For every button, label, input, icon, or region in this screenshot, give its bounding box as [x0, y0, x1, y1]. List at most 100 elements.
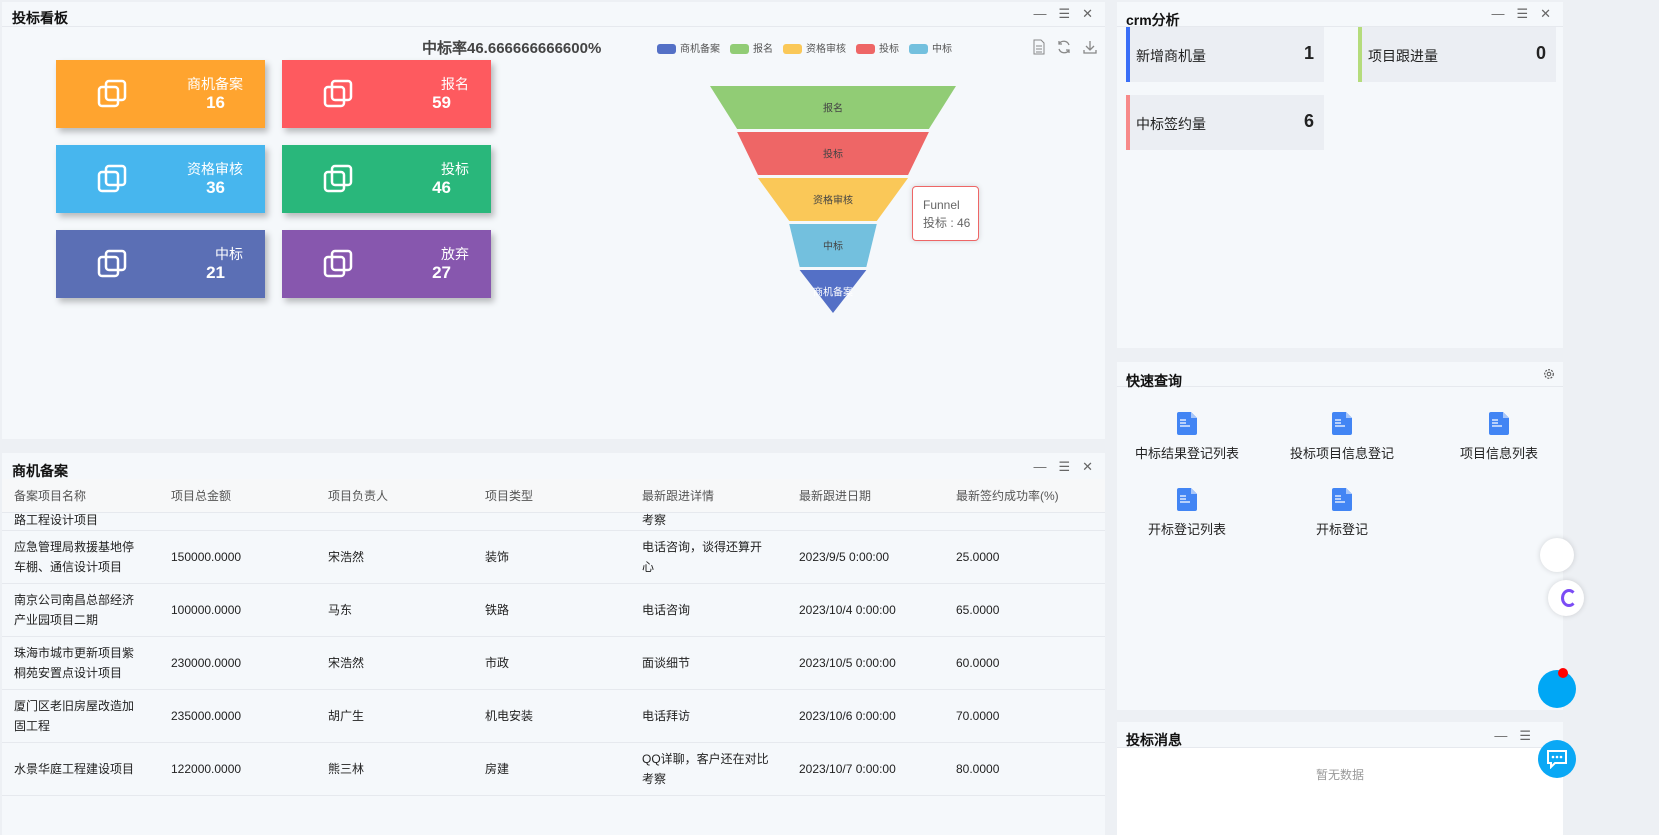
- funnel-segment[interactable]: [799, 270, 867, 313]
- stat-card[interactable]: 资格审核 36: [56, 145, 265, 213]
- tooltip-series: Funnel: [923, 198, 960, 212]
- stat-card[interactable]: 投标 46: [282, 145, 491, 213]
- column-header[interactable]: 最新跟进日期: [787, 479, 944, 513]
- document-icon: [1262, 488, 1422, 511]
- table-cell: 应急管理局救援基地停车棚、通信设计项目: [2, 530, 159, 584]
- kpi-card[interactable]: 新增商机量 1: [1126, 27, 1324, 82]
- minimize-button[interactable]: —: [1033, 6, 1047, 21]
- table-row[interactable]: 路工程设计项目 考察: [2, 512, 1105, 531]
- stat-card[interactable]: 报名 59: [282, 60, 491, 128]
- copy-icon: [322, 163, 354, 195]
- legend-label: 中标: [932, 44, 952, 55]
- table-row[interactable]: 厦门区老旧房屋改造加固工程 235000.0000 胡广生 机电安装 电话拜访 2023/…: [2, 689, 1105, 743]
- table-cell: 2023/10/6 0:00:00: [787, 689, 944, 743]
- table-cell: [787, 512, 944, 531]
- quick-link[interactable]: 中标结果登记列表: [1107, 412, 1267, 462]
- stat-card[interactable]: 放弃 27: [282, 230, 491, 298]
- legend-item[interactable]: 投标: [856, 40, 899, 55]
- table-cell: 熊三林: [316, 742, 473, 796]
- stat-card[interactable]: 商机备案 16: [56, 60, 265, 128]
- floating-tool-button[interactable]: [1540, 538, 1574, 572]
- stat-label: 商机备案: [187, 76, 243, 92]
- menu-button[interactable]: ☰: [1516, 6, 1529, 21]
- opportunities-table: 备案项目名称 项目总金额 项目负责人 项目类型 最新跟进详情 最新跟进日期 最新签约成功率(…: [2, 479, 1105, 513]
- doc-icon[interactable]: [1032, 39, 1046, 55]
- minimize-button[interactable]: —: [1033, 459, 1047, 474]
- quick-query-panel: 快速查询 中标结果登记列表 投标项目信息登记 项目信息列表 开标登记列表 开标登记: [1117, 362, 1563, 710]
- table-row[interactable]: 应急管理局救援基地停车棚、通信设计项目 150000.0000 宋浩然 装饰 电话咨询，…: [2, 530, 1105, 584]
- kpi-card[interactable]: 项目跟进量 0: [1358, 27, 1556, 82]
- menu-button[interactable]: ☰: [1058, 459, 1071, 474]
- column-header[interactable]: 最新跟进详情: [630, 479, 787, 513]
- document-icon: [1107, 488, 1267, 511]
- gear-icon[interactable]: [1543, 368, 1555, 380]
- copy-icon: [96, 163, 128, 195]
- quick-link[interactable]: 开标登记: [1262, 488, 1422, 538]
- assistant-button[interactable]: [1548, 580, 1584, 616]
- refresh-icon[interactable]: [1056, 39, 1072, 55]
- quick-link-label: 项目信息列表: [1459, 446, 1538, 461]
- table-cell: QQ详聊，客户还在对比考察: [630, 742, 787, 796]
- copy-icon: [96, 78, 128, 110]
- toolbox: [1032, 39, 1098, 55]
- table-cell: 面谈细节: [630, 636, 787, 690]
- quick-link[interactable]: 项目信息列表: [1419, 412, 1579, 462]
- panel-title: 投标看板: [12, 10, 68, 26]
- table-cell: 马东: [316, 583, 473, 637]
- kpi-label: 中标签约量: [1136, 116, 1206, 132]
- legend-item[interactable]: 报名: [730, 40, 773, 55]
- funnel-segment[interactable]: [710, 86, 956, 129]
- funnel-label: 资格审核: [813, 194, 853, 207]
- table-row[interactable]: 南京公司南昌总部经济产业园项目二期 100000.0000 马东 铁路 电话咨询 2023…: [2, 583, 1105, 637]
- crm-panel: crm分析 — ☰ ✕ 新增商机量 1 项目跟进量 0 中标签约量 6: [1117, 2, 1563, 348]
- table-cell: 122000.0000: [159, 742, 316, 796]
- close-button[interactable]: ✕: [1082, 6, 1093, 21]
- table-cell: 2023/9/5 0:00:00: [787, 530, 944, 584]
- table-cell: 150000.0000: [159, 530, 316, 584]
- notification-button[interactable]: [1538, 670, 1576, 708]
- stat-card[interactable]: 中标 21: [56, 230, 265, 298]
- legend-item[interactable]: 中标: [909, 40, 952, 55]
- funnel-segment[interactable]: [789, 224, 877, 267]
- column-header[interactable]: 最新签约成功率(%): [944, 479, 1105, 513]
- download-icon[interactable]: [1082, 39, 1098, 55]
- kpi-label: 项目跟进量: [1368, 48, 1438, 64]
- column-header[interactable]: 备案项目名称: [2, 479, 159, 513]
- funnel-segment[interactable]: [737, 132, 929, 175]
- funnel-segment[interactable]: [757, 178, 909, 221]
- table-cell: 80.0000: [944, 742, 1105, 796]
- kpi-card[interactable]: 中标签约量 6: [1126, 95, 1324, 150]
- table-cell: [473, 512, 630, 531]
- chat-icon: [1547, 750, 1567, 769]
- panel-title: 商机备案: [12, 463, 68, 479]
- quick-link[interactable]: 投标项目信息登记: [1262, 412, 1422, 462]
- minimize-button[interactable]: —: [1494, 728, 1508, 743]
- table-cell: 100000.0000: [159, 583, 316, 637]
- kpi-value: 0: [1535, 43, 1546, 63]
- table-cell: 宋浩然: [316, 530, 473, 584]
- stat-value: 36: [206, 178, 225, 197]
- menu-button[interactable]: ☰: [1058, 6, 1071, 21]
- close-button[interactable]: ✕: [1540, 6, 1551, 21]
- table-container[interactable]: 备案项目名称 项目总金额 项目负责人 项目类型 最新跟进详情 最新跟进日期 最新签约成功率(…: [2, 479, 1105, 835]
- table-row[interactable]: 珠海市城市更新项目紫桐苑安置点设计项目 230000.0000 宋浩然 市政 面谈细节 2…: [2, 636, 1105, 690]
- column-header[interactable]: 项目负责人: [316, 479, 473, 513]
- column-header[interactable]: 项目类型: [473, 479, 630, 513]
- chat-button[interactable]: [1538, 740, 1576, 778]
- menu-button[interactable]: ☰: [1519, 728, 1531, 743]
- column-header[interactable]: 项目总金额: [159, 479, 316, 513]
- legend-item[interactable]: 商机备案: [657, 40, 720, 55]
- legend-item[interactable]: 资格审核: [783, 40, 846, 55]
- funnel-label: 投标: [823, 148, 843, 161]
- copy-icon: [322, 248, 354, 280]
- minimize-button[interactable]: —: [1491, 6, 1505, 21]
- kpi-accent: [1358, 27, 1362, 82]
- table-cell: 珠海市城市更新项目紫桐苑安置点设计项目: [2, 636, 159, 690]
- funnel-label: 商机备案: [813, 286, 853, 299]
- notification-badge: [1558, 668, 1568, 678]
- close-button[interactable]: ✕: [1082, 459, 1093, 474]
- quick-link[interactable]: 开标登记列表: [1107, 488, 1267, 538]
- table-row[interactable]: 水景华庭工程建设项目 122000.0000 熊三林 房建 QQ详聊，客户还在对比考察 2…: [2, 742, 1105, 796]
- kpi-label: 新增商机量: [1136, 48, 1206, 64]
- kpi-value: 1: [1303, 43, 1314, 63]
